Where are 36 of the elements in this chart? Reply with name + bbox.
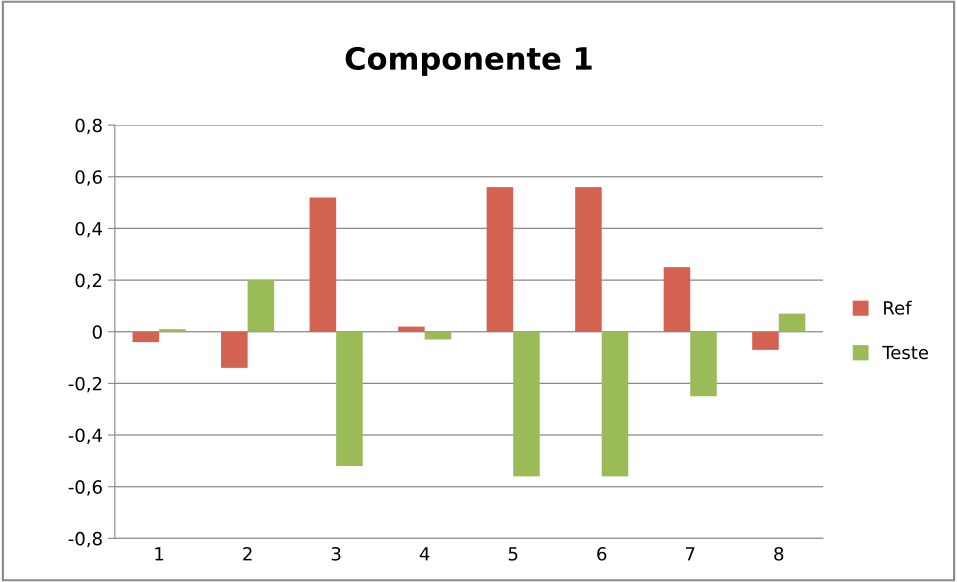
x-tick-label: 4 xyxy=(420,547,430,560)
bar xyxy=(602,332,628,476)
y-tick-label: 0,2 xyxy=(76,274,102,290)
legend-label: Teste xyxy=(882,346,928,360)
x-tick-label: 7 xyxy=(686,547,694,560)
bar xyxy=(513,332,540,476)
x-tick-label: 2 xyxy=(243,547,252,560)
bar xyxy=(486,187,514,332)
x-tick-label: 6 xyxy=(597,547,606,561)
bar xyxy=(221,332,248,368)
x-tick-label: 3 xyxy=(332,547,340,561)
y-tick-label: 0,6 xyxy=(76,170,102,186)
chart-title: Componente 1 xyxy=(346,46,592,76)
bar xyxy=(248,280,274,332)
x-tick-label: 1 xyxy=(155,547,164,560)
x-tick-label: 8 xyxy=(774,547,784,561)
bar xyxy=(310,197,336,332)
legend-label: Ref xyxy=(884,300,912,315)
y-tick-label: -0,4 xyxy=(68,428,102,444)
bar xyxy=(398,326,425,332)
bar xyxy=(424,332,452,340)
bar xyxy=(336,332,363,466)
y-tick-label: 0 xyxy=(92,325,102,339)
bar xyxy=(132,332,160,342)
y-tick-label: 0,4 xyxy=(76,222,102,238)
bar xyxy=(159,329,186,332)
y-tick-label: -0,8 xyxy=(68,532,102,548)
y-tick-label: -0,2 xyxy=(68,376,102,392)
bar xyxy=(664,267,690,332)
x-tick-label: 5 xyxy=(508,547,518,561)
bar xyxy=(690,332,717,396)
y-tick-label: -0,6 xyxy=(68,480,102,496)
y-tick-label: 0,8 xyxy=(76,118,102,134)
bar xyxy=(752,332,779,350)
bar xyxy=(575,187,602,332)
bar xyxy=(778,314,806,332)
